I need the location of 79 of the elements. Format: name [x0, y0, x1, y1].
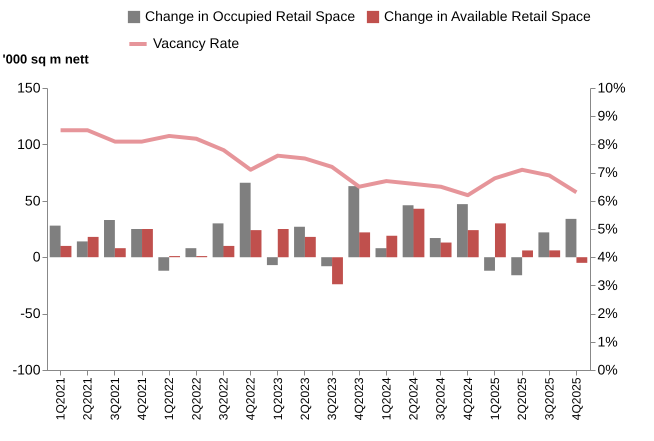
bar [484, 257, 495, 271]
x-tick-label: 4Q2023 [352, 377, 366, 420]
x-tick-label: 2Q2023 [298, 377, 312, 420]
bar [414, 208, 424, 258]
bar [304, 236, 316, 258]
x-tick-label: 2Q2021 [80, 377, 95, 420]
bar [266, 257, 278, 266]
bar [402, 205, 414, 258]
x-tick-label: 4Q2025 [569, 377, 584, 420]
bar [359, 232, 370, 258]
x-tick-label: 3Q2023 [325, 377, 340, 420]
x-tick-label: 2Q2024 [406, 377, 421, 420]
legend-label: Change in Occupied Retail Space [145, 8, 356, 24]
bar [468, 230, 479, 258]
y-tick-label: -50 [20, 305, 41, 322]
y2-tick-label: 3% [598, 276, 618, 293]
bar [430, 238, 441, 258]
bar [240, 182, 251, 258]
x-tick-label: 1Q2021 [54, 377, 68, 420]
bar [76, 241, 88, 258]
x-tick-label: 3Q2024 [434, 377, 448, 420]
line-series [58, 128, 578, 198]
y2-tick-label: 0% [598, 362, 618, 378]
bar [294, 226, 305, 258]
x-tick-label: 1Q2024 [379, 377, 394, 420]
bar [576, 257, 588, 263]
y2-tick-label: 1% [598, 333, 618, 350]
bar [158, 257, 170, 271]
y-tick-label: 100 [17, 136, 41, 152]
bar [250, 230, 262, 258]
y-tick-label: 0 [32, 248, 41, 265]
bar [321, 257, 332, 266]
bar [494, 223, 506, 258]
bar [332, 257, 343, 284]
bar [376, 248, 386, 258]
x-tick-label: 4Q2021 [135, 377, 150, 420]
bar [538, 232, 550, 258]
x-tick-label: 4Q2024 [460, 377, 475, 420]
bar [456, 204, 468, 258]
bar [104, 220, 115, 258]
bar [142, 229, 153, 258]
bar [212, 223, 224, 258]
x-tick-label: 4Q2022 [244, 377, 258, 420]
y2-tick-label: 5% [598, 220, 618, 236]
y2-tick-label: 4% [598, 248, 618, 265]
bar [566, 218, 576, 258]
bar [511, 257, 522, 276]
legend-label: Vacancy Rate [153, 35, 240, 51]
bar [60, 246, 72, 258]
y2-tick-label: 8% [598, 136, 618, 152]
bar [114, 248, 126, 258]
y2-tick-label: 6% [598, 192, 618, 208]
bar [386, 236, 398, 258]
y2-tick-label: 10% [598, 80, 626, 96]
x-tick-label: 1Q2023 [270, 377, 285, 420]
y-tick-label: -100 [12, 362, 41, 378]
bar [440, 242, 452, 258]
bar [522, 250, 533, 258]
x-tick-label: 2Q2025 [515, 377, 530, 420]
y-tick-label: 150 [17, 80, 41, 96]
bar [88, 236, 99, 258]
x-tick-label: 2Q2022 [189, 377, 204, 420]
y-tick-label: 50 [24, 192, 41, 208]
y2-tick-label: 9% [598, 108, 618, 124]
y2-tick-label: 2% [598, 305, 618, 322]
x-tick-label: 3Q2025 [542, 377, 556, 420]
bar [131, 229, 142, 258]
bar [278, 229, 289, 258]
bar [185, 248, 196, 258]
x-tick-label: 3Q2022 [216, 377, 230, 420]
bar [223, 246, 234, 258]
bar [549, 250, 560, 258]
bar [348, 186, 360, 258]
y2-tick-label: 7% [598, 164, 618, 180]
x-tick-label: 1Q2025 [488, 377, 502, 420]
x-tick-label: 3Q2021 [108, 377, 122, 420]
y-axis-title: '000 sq m nett [2, 52, 90, 66]
legend-label: Change in Available Retail Space [384, 8, 591, 24]
x-tick-label: 1Q2022 [162, 377, 176, 420]
